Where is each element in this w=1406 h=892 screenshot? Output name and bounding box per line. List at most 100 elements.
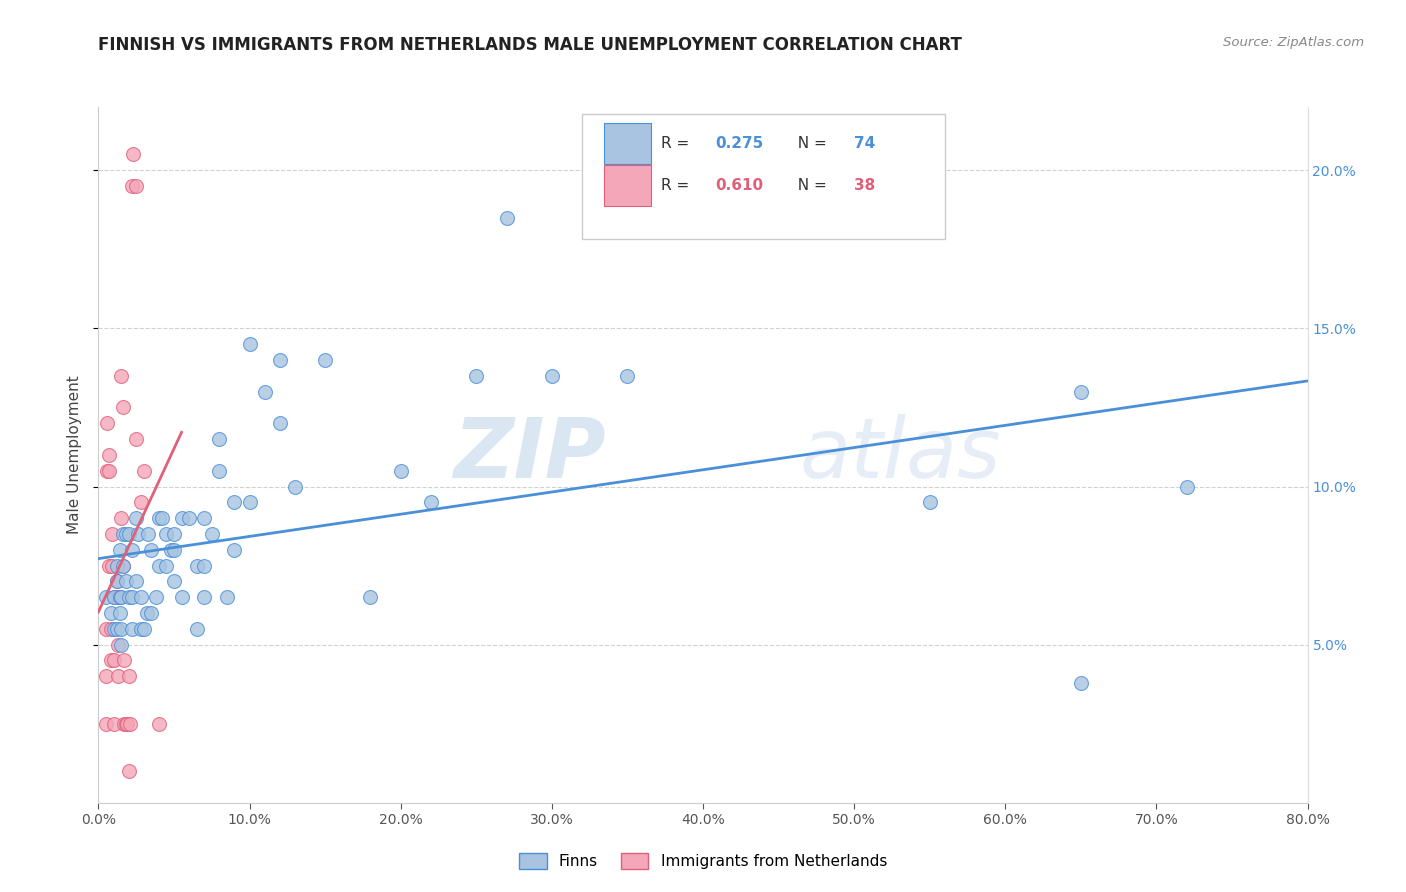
Point xyxy=(122,147,145,161)
Point xyxy=(100,653,122,667)
Point xyxy=(616,368,638,383)
Point xyxy=(253,384,276,399)
Point xyxy=(284,479,307,493)
Point xyxy=(170,591,193,605)
Point xyxy=(314,353,336,368)
Text: 74: 74 xyxy=(855,136,876,151)
Point xyxy=(125,511,148,525)
Point xyxy=(100,606,122,620)
Point xyxy=(148,558,170,573)
Point xyxy=(1175,479,1198,493)
Point xyxy=(201,527,224,541)
Point xyxy=(115,716,138,731)
Point xyxy=(108,591,131,605)
Point xyxy=(132,622,155,636)
Point xyxy=(141,606,163,620)
Text: 38: 38 xyxy=(855,178,876,193)
Point xyxy=(224,542,246,557)
Point xyxy=(269,417,291,431)
Point xyxy=(918,495,941,509)
Point xyxy=(155,558,177,573)
Point xyxy=(118,527,141,541)
Point xyxy=(148,716,170,731)
Point xyxy=(224,495,246,509)
FancyBboxPatch shape xyxy=(603,165,651,206)
FancyBboxPatch shape xyxy=(582,114,945,239)
Point xyxy=(110,622,132,636)
Text: atlas: atlas xyxy=(800,415,1001,495)
Point xyxy=(193,591,215,605)
Point xyxy=(118,764,141,779)
Text: R =: R = xyxy=(661,178,693,193)
Point xyxy=(110,591,132,605)
Point xyxy=(135,606,157,620)
Point xyxy=(136,527,159,541)
Point xyxy=(239,495,262,509)
Point xyxy=(118,591,141,605)
Point xyxy=(96,417,118,431)
Point xyxy=(125,432,148,446)
Text: FINNISH VS IMMIGRANTS FROM NETHERLANDS MALE UNEMPLOYMENT CORRELATION CHART: FINNISH VS IMMIGRANTS FROM NETHERLANDS M… xyxy=(98,36,962,54)
Point xyxy=(101,558,124,573)
Point xyxy=(145,591,167,605)
Point xyxy=(108,591,131,605)
Point xyxy=(215,591,238,605)
Point xyxy=(125,574,148,589)
FancyBboxPatch shape xyxy=(603,123,651,164)
Point xyxy=(420,495,443,509)
Point xyxy=(112,716,135,731)
Point xyxy=(107,638,129,652)
Point xyxy=(360,591,382,605)
Point xyxy=(1070,675,1092,690)
Point xyxy=(105,591,128,605)
Point xyxy=(1070,384,1092,399)
Point xyxy=(121,622,143,636)
Point xyxy=(163,574,186,589)
Point xyxy=(150,511,173,525)
Point xyxy=(269,353,291,368)
Point xyxy=(111,527,134,541)
Point xyxy=(121,179,143,194)
Point xyxy=(114,527,136,541)
Point xyxy=(163,527,186,541)
Point xyxy=(110,638,132,652)
Point xyxy=(108,542,131,557)
Point xyxy=(110,511,132,525)
Point xyxy=(103,591,125,605)
Point xyxy=(98,448,121,462)
Point xyxy=(208,432,231,446)
Legend: Finns, Immigrants from Netherlands: Finns, Immigrants from Netherlands xyxy=(513,847,893,875)
Point xyxy=(108,606,131,620)
Point xyxy=(103,591,125,605)
Point xyxy=(103,716,125,731)
Y-axis label: Male Unemployment: Male Unemployment xyxy=(67,376,83,534)
Point xyxy=(111,401,134,415)
Point xyxy=(98,558,121,573)
Point xyxy=(120,716,142,731)
Point xyxy=(105,574,128,589)
Point xyxy=(389,464,412,478)
Point xyxy=(127,527,149,541)
Point xyxy=(208,464,231,478)
Point xyxy=(94,622,117,636)
Point xyxy=(160,542,183,557)
Point xyxy=(114,716,136,731)
Point xyxy=(114,574,136,589)
Point xyxy=(186,558,208,573)
Point xyxy=(141,542,163,557)
Point xyxy=(107,669,129,683)
Point xyxy=(96,464,118,478)
Point xyxy=(170,511,193,525)
Point xyxy=(148,511,170,525)
Point xyxy=(129,591,152,605)
Text: N =: N = xyxy=(787,178,831,193)
Point xyxy=(186,622,208,636)
Point xyxy=(105,558,128,573)
Point xyxy=(193,511,215,525)
Point xyxy=(105,622,128,636)
Point xyxy=(155,527,177,541)
Point xyxy=(163,542,186,557)
Point xyxy=(103,622,125,636)
Point xyxy=(125,179,148,194)
Point xyxy=(94,669,117,683)
